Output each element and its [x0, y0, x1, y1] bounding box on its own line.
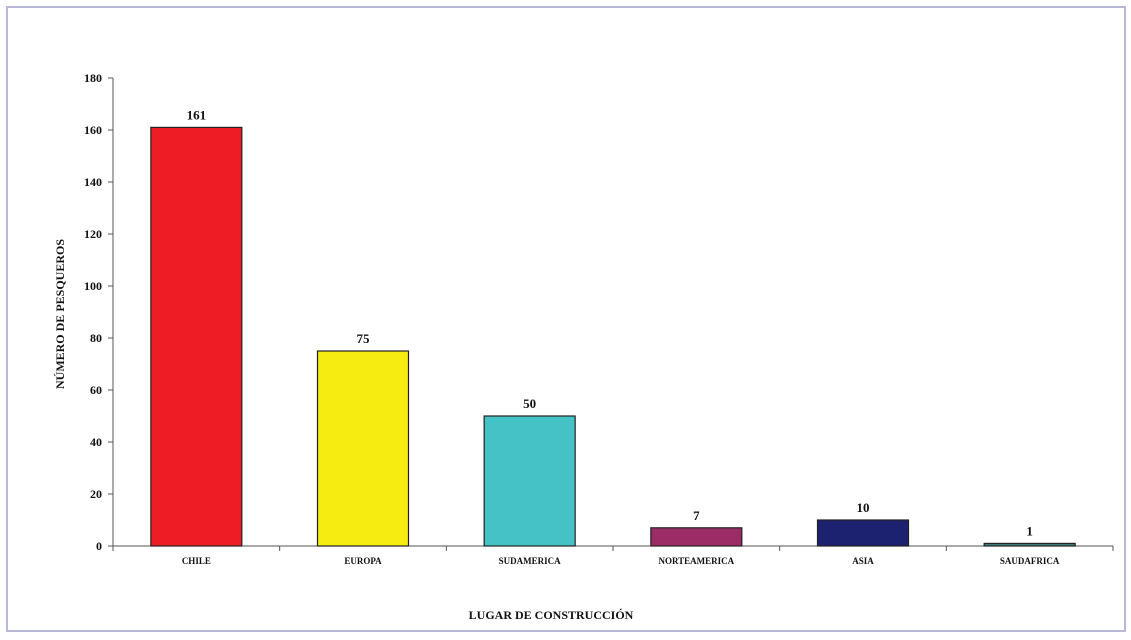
- y-tick-label: 120: [84, 227, 102, 241]
- y-tick-label: 0: [96, 539, 102, 553]
- y-axis-title: NÚMERO DE PESQUEROS: [53, 239, 67, 389]
- y-tick-label: 160: [84, 123, 102, 137]
- y-tick-label: 100: [84, 279, 102, 293]
- x-tick-label: CHILE: [182, 556, 211, 566]
- x-tick-label: EUROPA: [344, 556, 382, 566]
- data-label-saudafrica: 1: [1026, 523, 1033, 538]
- data-label-norteamerica: 7: [693, 508, 700, 523]
- x-axis-title: LUGAR DE CONSTRUCCIÓN: [469, 608, 634, 622]
- y-tick-label: 60: [90, 383, 102, 397]
- y-tick-label: 40: [90, 435, 102, 449]
- data-label-chile: 161: [187, 107, 207, 122]
- bar-asia: [816, 519, 910, 547]
- x-tick-label: SUDAMERICA: [499, 556, 562, 566]
- y-tick-label: 80: [90, 331, 102, 345]
- data-label-asia: 10: [857, 500, 870, 515]
- bar-saudafrica: [983, 542, 1076, 547]
- bar-chile: [150, 126, 243, 547]
- y-axis: 0 20 40 60 80 100 120 140 160 180: [84, 71, 114, 553]
- x-tick-label: SAUDAFRICA: [1000, 556, 1060, 566]
- bar-sudamerica: [483, 415, 576, 547]
- bar-norteamerica: [650, 527, 743, 547]
- x-tick-label: ASIA: [852, 556, 874, 566]
- data-label-europa: 75: [357, 331, 371, 346]
- bar-series: 161 75 50 7 10 1: [150, 107, 1076, 547]
- y-tick-label: 20: [90, 487, 102, 501]
- x-axis: CHILE EUROPA SUDAMERICA NORTEAMERICA ASIA SAU…: [112, 545, 1114, 566]
- x-tick-label: NORTEAMERICA: [658, 556, 734, 566]
- y-tick-label: 140: [84, 175, 102, 189]
- y-tick-label: 180: [84, 71, 102, 85]
- data-label-sudamerica: 50: [523, 396, 536, 411]
- bar-europa: [316, 350, 410, 547]
